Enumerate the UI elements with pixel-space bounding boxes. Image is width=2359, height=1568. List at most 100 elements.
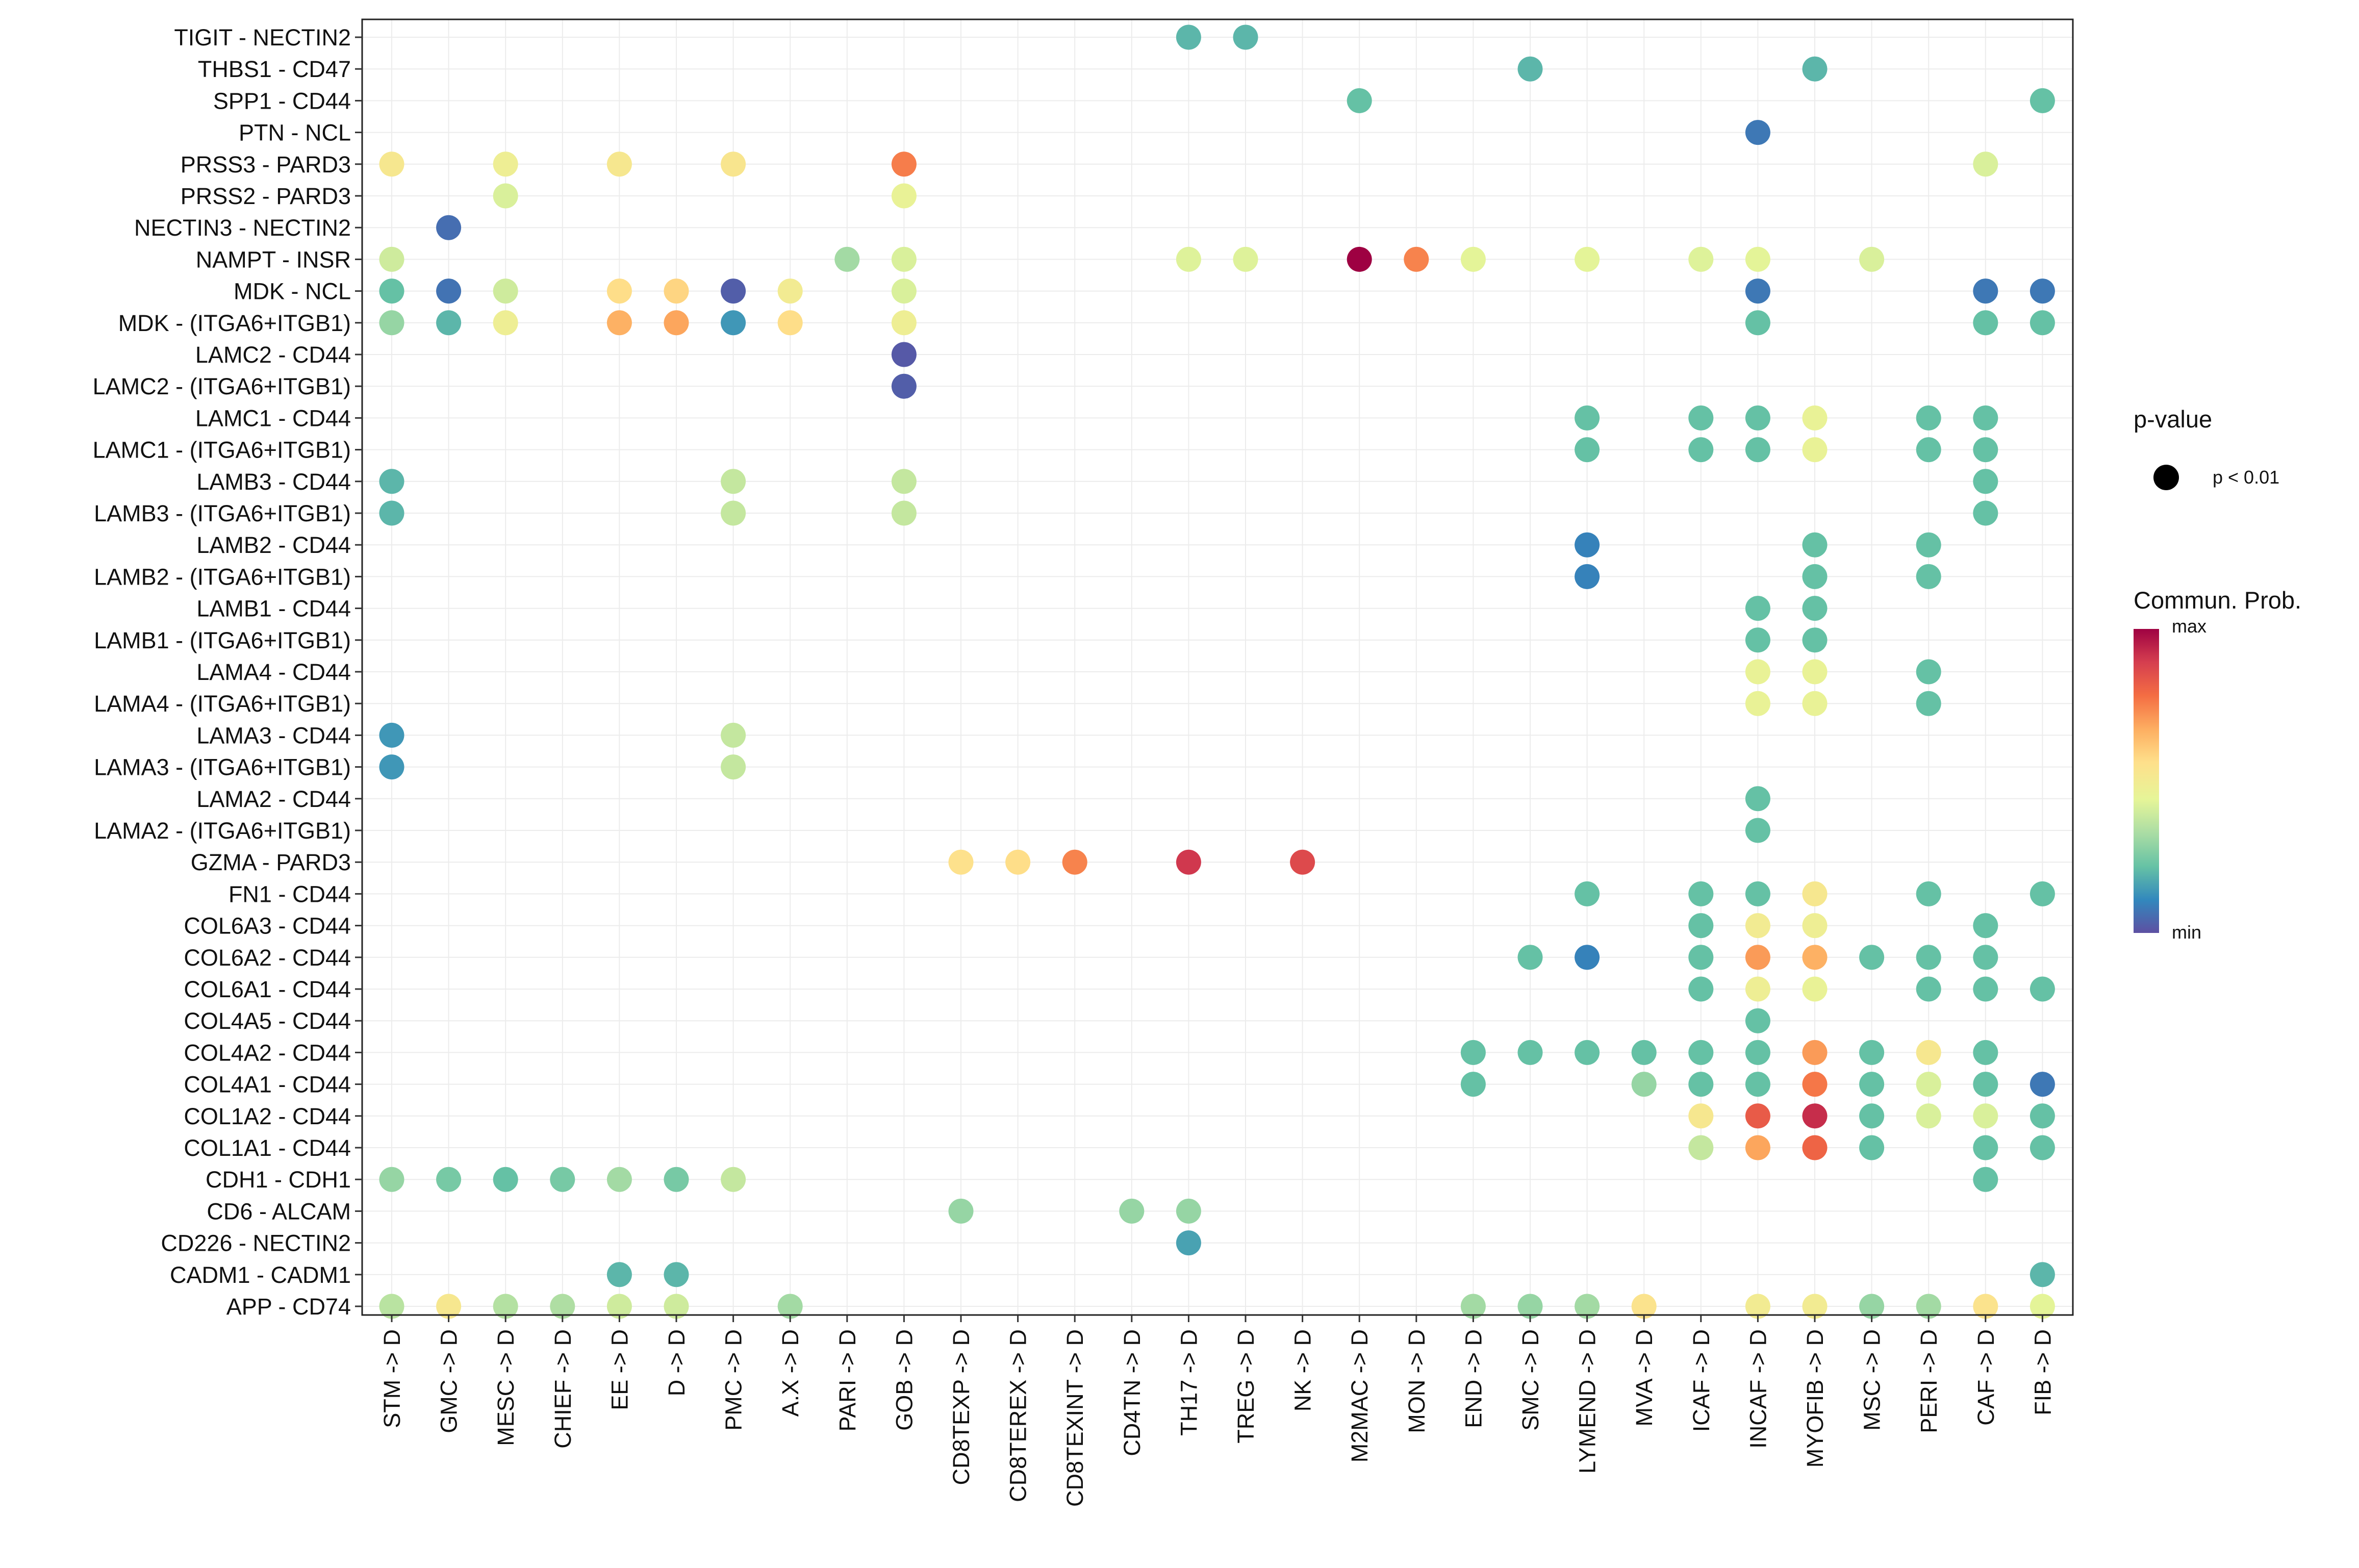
point-cadm1-cadm1-fib-d <box>2030 1262 2055 1287</box>
point-lamc1-itga6-itgb1-peri-d <box>1916 437 1941 463</box>
point-fn1-cd44-peri-d <box>1916 881 1941 906</box>
point-col6a1-cd44-icaf-d <box>1688 976 1714 1002</box>
point-col6a2-cd44-incaf-d <box>1745 945 1770 970</box>
point-lamb3-cd44-pmc-d <box>721 469 746 494</box>
point-lamb3-itga6-itgb1-caf-d <box>1973 500 1998 526</box>
point-prss3-pard3-stm-d <box>379 151 404 177</box>
point-nectin3-nectin2-gmc-d <box>436 215 462 240</box>
point-col4a2-cd44-mva-d <box>1631 1040 1657 1065</box>
point-col6a3-cd44-incaf-d <box>1745 913 1770 939</box>
point-gzma-pard3-cd8terex-d <box>1005 849 1031 875</box>
point-col4a2-cd44-myofib-d <box>1802 1040 1828 1065</box>
point-app-cd74-peri-d <box>1916 1294 1941 1319</box>
x-tick-label: CD4TN -> D <box>1119 1329 1145 1456</box>
point-col4a1-cd44-icaf-d <box>1688 1072 1714 1097</box>
colorbar-max-label: max <box>2172 616 2206 637</box>
pvalue-legend-dot <box>2153 465 2179 490</box>
point-mdk-itga6-itgb1-stm-d <box>379 310 404 336</box>
point-lamb3-cd44-gob-d <box>891 469 917 494</box>
point-lamb2-itga6-itgb1-lymend-d <box>1575 564 1600 589</box>
point-col6a2-cd44-caf-d <box>1973 945 1998 970</box>
x-tick-label: PARI -> D <box>834 1329 860 1431</box>
point-mdk-itga6-itgb1-incaf-d <box>1745 310 1770 336</box>
y-tick-label: CD226 - NECTIN2 <box>161 1230 351 1256</box>
point-cdh1-cdh1-chief-d <box>550 1167 575 1192</box>
y-tick-label: LAMB2 - (ITGA6+ITGB1) <box>94 564 351 590</box>
x-tick-label: INCAF -> D <box>1745 1329 1771 1449</box>
x-tick-label: EE -> D <box>606 1329 632 1410</box>
point-col1a2-cd44-peri-d <box>1916 1103 1941 1129</box>
point-cdh1-cdh1-gmc-d <box>436 1167 462 1192</box>
point-col4a2-cd44-peri-d <box>1916 1040 1941 1065</box>
point-lamb2-cd44-myofib-d <box>1802 532 1828 558</box>
point-mdk-itga6-itgb1-a-x-d <box>777 310 803 336</box>
y-tick-label: LAMA4 - CD44 <box>196 659 351 685</box>
point-cdh1-cdh1-caf-d <box>1973 1167 1998 1192</box>
point-fn1-cd44-lymend-d <box>1575 881 1600 906</box>
point-col1a1-cd44-myofib-d <box>1802 1135 1828 1160</box>
point-lamb1-itga6-itgb1-incaf-d <box>1745 627 1770 653</box>
y-tick-label: LAMC1 - (ITGA6+ITGB1) <box>93 437 351 463</box>
x-tick-label: CHIEF -> D <box>550 1329 576 1449</box>
point-nampt-insr-end-d <box>1460 246 1486 272</box>
point-fn1-cd44-fib-d <box>2030 881 2055 906</box>
point-nampt-insr-treg-d <box>1233 246 1258 272</box>
point-mdk-itga6-itgb1-ee-d <box>606 310 632 336</box>
point-lamc1-itga6-itgb1-caf-d <box>1973 437 1998 463</box>
point-nampt-insr-msc-d <box>1859 246 1885 272</box>
y-tick-label: COL1A1 - CD44 <box>184 1135 351 1161</box>
point-app-cd74-fib-d <box>2030 1294 2055 1319</box>
point-mdk-itga6-itgb1-pmc-d <box>721 310 746 336</box>
y-tick-label: COL4A5 - CD44 <box>184 1008 351 1034</box>
y-tick-label: LAMB1 - CD44 <box>196 596 351 622</box>
point-app-cd74-stm-d <box>379 1294 404 1319</box>
x-tick-label: END -> D <box>1460 1329 1486 1428</box>
point-col1a1-cd44-fib-d <box>2030 1135 2055 1160</box>
point-mdk-itga6-itgb1-d-d <box>664 310 689 336</box>
point-gzma-pard3-th17-d <box>1176 849 1201 875</box>
x-tick-label: MESC -> D <box>493 1329 519 1446</box>
x-tick-label: PERI -> D <box>1916 1329 1942 1433</box>
point-lamc1-itga6-itgb1-incaf-d <box>1745 437 1770 463</box>
point-lama2-cd44-incaf-d <box>1745 786 1770 812</box>
point-col4a2-cd44-lymend-d <box>1575 1040 1600 1065</box>
x-tick-label: M2MAC -> D <box>1347 1329 1373 1462</box>
point-mdk-ncl-gmc-d <box>436 279 462 304</box>
point-col1a1-cd44-msc-d <box>1859 1135 1885 1160</box>
colorbar <box>2134 628 2159 933</box>
x-tick-label: ICAF -> D <box>1688 1329 1714 1432</box>
point-lamb3-itga6-itgb1-gob-d <box>891 500 917 526</box>
point-lamc1-cd44-icaf-d <box>1688 405 1714 431</box>
point-app-cd74-chief-d <box>550 1294 575 1319</box>
point-lama3-cd44-pmc-d <box>721 722 746 748</box>
point-nampt-insr-gob-d <box>891 246 917 272</box>
point-gzma-pard3-nk-d <box>1290 849 1315 875</box>
data-points <box>379 24 2055 1319</box>
point-prss3-pard3-caf-d <box>1973 151 1998 177</box>
y-tick-label: PTN - NCL <box>239 120 351 146</box>
point-fn1-cd44-incaf-d <box>1745 881 1770 906</box>
point-mdk-itga6-itgb1-fib-d <box>2030 310 2055 336</box>
y-tick-label: CDH1 - CDH1 <box>206 1167 351 1193</box>
point-cadm1-cadm1-d-d <box>664 1262 689 1287</box>
point-app-cd74-mesc-d <box>493 1294 518 1319</box>
y-tick-label: COL4A1 - CD44 <box>184 1072 351 1098</box>
y-tick-label: GZMA - PARD3 <box>191 849 351 875</box>
point-lamc2-cd44-gob-d <box>891 342 917 367</box>
point-app-cd74-a-x-d <box>777 1294 803 1319</box>
point-mdk-itga6-itgb1-gmc-d <box>436 310 462 336</box>
point-fn1-cd44-myofib-d <box>1802 881 1828 906</box>
point-thbs1-cd47-smc-d <box>1517 56 1543 82</box>
point-col4a1-cd44-fib-d <box>2030 1072 2055 1097</box>
point-tigit-nectin2-treg-d <box>1233 24 1258 50</box>
point-prss3-pard3-gob-d <box>891 151 917 177</box>
point-col4a2-cd44-incaf-d <box>1745 1040 1770 1065</box>
y-tick-label: COL6A1 - CD44 <box>184 976 351 1002</box>
point-nampt-insr-pari-d <box>834 246 860 272</box>
point-col6a3-cd44-icaf-d <box>1688 913 1714 939</box>
grid-lines <box>362 19 2073 1315</box>
point-app-cd74-d-d <box>664 1294 689 1319</box>
y-tick-label: SPP1 - CD44 <box>213 88 351 114</box>
point-lamb2-itga6-itgb1-myofib-d <box>1802 564 1828 589</box>
y-tick-label: LAMB3 - (ITGA6+ITGB1) <box>94 500 351 526</box>
